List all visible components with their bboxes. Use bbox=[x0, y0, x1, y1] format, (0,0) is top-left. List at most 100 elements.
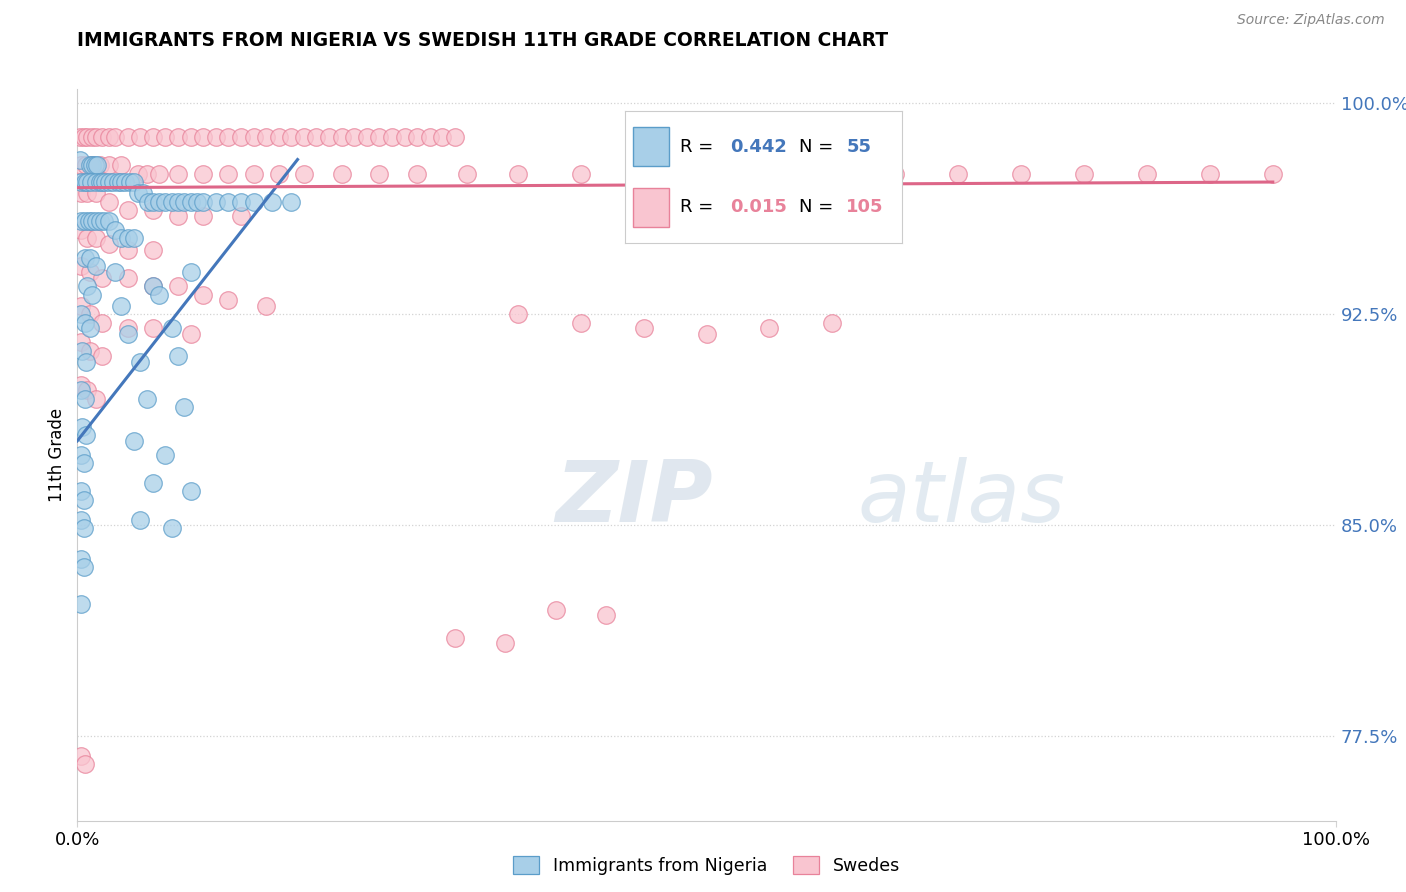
Point bbox=[444, 631, 467, 645]
Point bbox=[70, 260, 93, 274]
Point bbox=[155, 448, 177, 462]
Point bbox=[79, 321, 101, 335]
Point bbox=[80, 175, 103, 189]
Point bbox=[79, 343, 101, 358]
Point bbox=[122, 231, 145, 245]
Point bbox=[173, 194, 195, 209]
Point bbox=[127, 186, 149, 201]
Point bbox=[75, 428, 97, 442]
Point bbox=[86, 158, 108, 172]
Point bbox=[70, 335, 93, 350]
Point bbox=[180, 326, 202, 341]
Point bbox=[82, 287, 104, 301]
Point bbox=[432, 130, 454, 145]
Point bbox=[70, 484, 93, 499]
Point bbox=[70, 448, 93, 462]
Point bbox=[70, 186, 93, 201]
Point bbox=[76, 231, 98, 245]
Point bbox=[76, 186, 98, 201]
Point bbox=[110, 299, 132, 313]
Point bbox=[110, 158, 132, 172]
Point bbox=[394, 130, 416, 145]
Point bbox=[97, 194, 120, 209]
Point bbox=[70, 214, 93, 228]
Point bbox=[506, 167, 529, 181]
Point bbox=[136, 194, 159, 209]
Point bbox=[76, 383, 98, 397]
Point bbox=[93, 214, 115, 228]
Point bbox=[72, 343, 94, 358]
Point bbox=[142, 130, 165, 145]
Point bbox=[89, 175, 111, 189]
Point bbox=[120, 175, 142, 189]
Point bbox=[142, 203, 165, 218]
Point bbox=[135, 167, 157, 181]
Point bbox=[419, 130, 441, 145]
Point bbox=[368, 130, 391, 145]
Point bbox=[117, 231, 139, 245]
Point bbox=[633, 167, 655, 181]
Point bbox=[292, 167, 315, 181]
Point bbox=[70, 377, 93, 392]
Point bbox=[506, 307, 529, 321]
Point bbox=[191, 194, 215, 209]
Point bbox=[254, 299, 277, 313]
Point bbox=[117, 321, 139, 335]
Point bbox=[73, 251, 96, 265]
Point bbox=[91, 316, 114, 330]
Point bbox=[117, 243, 139, 257]
Point bbox=[280, 194, 302, 209]
Point bbox=[91, 270, 114, 285]
Point bbox=[70, 223, 93, 237]
Point bbox=[73, 757, 96, 772]
Point bbox=[186, 194, 208, 209]
Point bbox=[330, 167, 353, 181]
Point bbox=[444, 130, 467, 145]
Point bbox=[406, 167, 429, 181]
Point bbox=[104, 223, 127, 237]
Point bbox=[217, 130, 239, 145]
Point bbox=[160, 194, 183, 209]
Point bbox=[368, 167, 391, 181]
Point bbox=[148, 167, 170, 181]
Point bbox=[884, 167, 907, 181]
Point bbox=[70, 383, 93, 397]
Point bbox=[117, 326, 139, 341]
Point bbox=[142, 279, 165, 293]
Point bbox=[280, 130, 302, 145]
Point bbox=[69, 130, 91, 145]
Point bbox=[84, 158, 107, 172]
Point bbox=[544, 602, 567, 616]
Point bbox=[180, 265, 202, 279]
Point bbox=[180, 484, 202, 499]
Point bbox=[117, 130, 139, 145]
Point bbox=[70, 748, 93, 763]
Point bbox=[84, 260, 107, 274]
Point bbox=[758, 321, 780, 335]
Point bbox=[101, 175, 124, 189]
Point bbox=[204, 130, 226, 145]
Point bbox=[122, 434, 145, 448]
Point bbox=[97, 158, 120, 172]
Point bbox=[84, 186, 107, 201]
Point bbox=[117, 270, 139, 285]
Point bbox=[242, 194, 264, 209]
Point bbox=[318, 130, 340, 145]
Point bbox=[148, 287, 170, 301]
Point bbox=[821, 316, 844, 330]
Point bbox=[79, 265, 101, 279]
Point bbox=[217, 194, 239, 209]
Point bbox=[94, 175, 117, 189]
Point bbox=[73, 316, 96, 330]
Point bbox=[84, 214, 107, 228]
Point bbox=[167, 279, 190, 293]
Point bbox=[242, 130, 264, 145]
Point bbox=[91, 175, 114, 189]
Text: Source: ZipAtlas.com: Source: ZipAtlas.com bbox=[1237, 13, 1385, 28]
Point bbox=[262, 194, 284, 209]
Point bbox=[114, 175, 136, 189]
Point bbox=[1261, 167, 1284, 181]
Point bbox=[76, 175, 98, 189]
Point bbox=[70, 307, 93, 321]
Point bbox=[1010, 167, 1032, 181]
